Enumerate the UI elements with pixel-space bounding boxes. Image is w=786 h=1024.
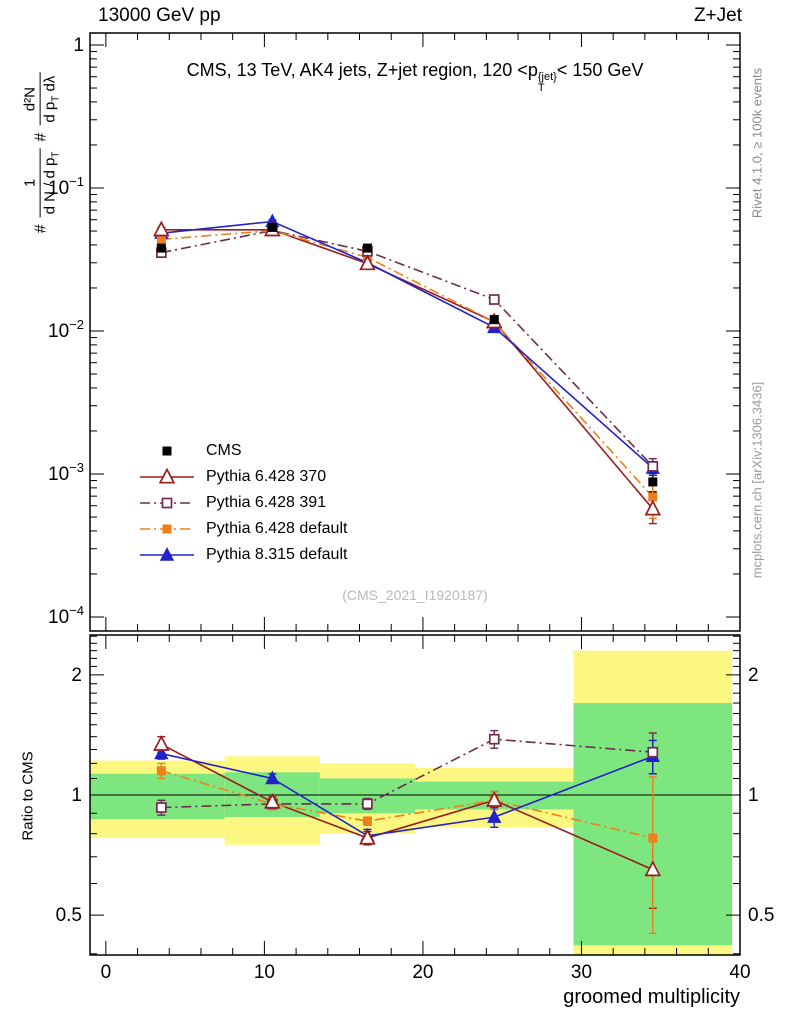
plot-title-suffix: < 150 GeV — [556, 60, 644, 80]
svg-text:1: 1 — [73, 35, 84, 56]
mcplots-attribution-label: mcplots.cern.ch [arXiv:1306.3436] — [749, 381, 765, 579]
main-panel-series — [153, 213, 662, 525]
legend-label: Pythia 6.428 370 — [206, 468, 327, 485]
beam-energy-label: 13000 GeV pp — [98, 5, 221, 26]
hash-symbol: # — [33, 132, 50, 142]
svg-text:2: 2 — [71, 665, 82, 686]
legend-item: Pythia 8.315 default — [138, 542, 347, 568]
legend-label: CMS — [206, 442, 242, 459]
ratio-y-axis-label: Ratio to CMS — [19, 751, 37, 841]
svg-text:10−1: 10−1 — [48, 174, 84, 199]
main-y-axis-label: # 1 d N / d pT # d²N d pT dλ — [21, 72, 63, 234]
legend-marker-icon — [140, 497, 194, 509]
legend-item: Pythia 6.428 370 — [138, 464, 347, 490]
svg-text:1: 1 — [71, 785, 82, 806]
svg-text:1: 1 — [748, 785, 759, 806]
legend-label: Pythia 6.428 391 — [206, 494, 327, 511]
pt-superscript: {jet} — [537, 71, 557, 83]
legend-marker-icon — [140, 547, 194, 561]
ylabel-fraction-1: 1 d N / d pT — [21, 148, 63, 218]
svg-text:20: 20 — [412, 962, 433, 983]
legend-label: Pythia 6.428 default — [206, 520, 348, 537]
pt-subscript: T — [537, 82, 545, 94]
legend-marker-icon — [162, 446, 172, 456]
uncertainty-bands — [90, 650, 733, 955]
process-label: Z+Jet — [693, 5, 742, 26]
x-axis-label: groomed multiplicity — [563, 986, 740, 1008]
legend-item: CMS — [138, 438, 347, 464]
legend-marker-icon — [140, 467, 194, 484]
legend-item: Pythia 6.428 default — [138, 516, 347, 542]
pt-jet-subsup: {jet} T — [538, 72, 557, 94]
hash-symbol: # — [33, 224, 50, 234]
svg-text:10−4: 10−4 — [48, 603, 84, 628]
legend-marker-icon — [140, 524, 194, 534]
svg-text:0: 0 — [101, 962, 112, 983]
svg-text:10−3: 10−3 — [48, 460, 84, 485]
axis-tick-labels: 0 10 20 30 40 1 10−1 10−2 10−3 10−4 0.5 0.5 1 1 2 2 — [48, 35, 774, 983]
svg-text:10−2: 10−2 — [48, 317, 84, 342]
svg-text:0.5: 0.5 — [56, 905, 82, 926]
ratio-panel-series — [153, 729, 662, 935]
plot-title-text: CMS, 13 TeV, AK4 jets, Z+jet region, 120… — [186, 60, 538, 80]
rivet-version-label: Rivet 4.1.0, ≥ 100k events — [749, 67, 765, 219]
ylabel-fraction-2: d²N d pT dλ — [21, 72, 63, 126]
svg-text:40: 40 — [729, 962, 750, 983]
svg-text:0.5: 0.5 — [748, 905, 774, 926]
legend-item: Pythia 6.428 391 — [138, 490, 347, 516]
legend: CMS Pythia 6.428 370 Pythia 6.428 391 Pythi… — [138, 438, 347, 568]
svg-text:30: 30 — [571, 962, 592, 983]
legend-label: Pythia 8.315 default — [206, 546, 348, 563]
svg-text:2: 2 — [748, 665, 759, 686]
analysis-id-watermark: (CMS_2021_I1920187) — [342, 587, 488, 603]
svg-text:10: 10 — [254, 962, 275, 983]
axis-ticks — [90, 33, 741, 955]
main-panel-frame — [89, 32, 741, 632]
plot-title: CMS, 13 TeV, AK4 jets, Z+jet region, 120… — [92, 60, 738, 94]
